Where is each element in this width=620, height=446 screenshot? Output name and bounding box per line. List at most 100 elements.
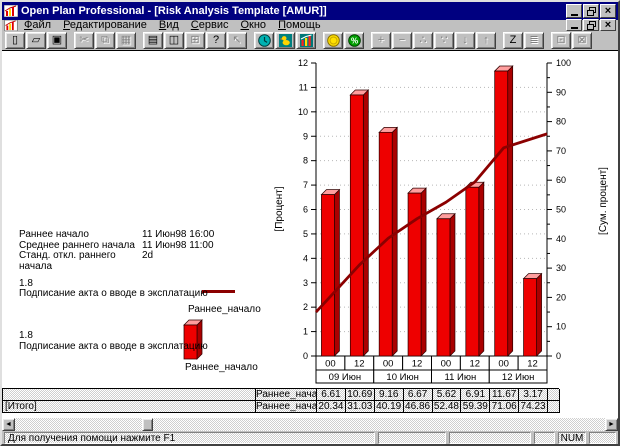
value-cell: 31.03 [345, 401, 375, 413]
notes-button: ≣ [524, 32, 544, 49]
paste-icon: ▦ [120, 34, 132, 46]
scroll-right-icon: ► [608, 421, 615, 428]
left-axis-tick-label: 5 [303, 229, 308, 239]
menu-item-сервис[interactable]: Сервис [190, 19, 229, 31]
left-axis-tick-label: 12 [298, 58, 308, 68]
link-button: ∴ [413, 32, 433, 49]
right-axis-tick-label: 30 [556, 263, 566, 273]
print-icon: ▤ [147, 34, 159, 46]
zoom-button[interactable]: Z [503, 32, 523, 49]
save-icon: ▣ [51, 34, 63, 46]
bar-1 [349, 94, 364, 357]
zoom-icon: Z [509, 34, 517, 46]
stat-row: Раннее начало 11 Июн98 16:00 [19, 229, 215, 241]
right-axis-tick-label: 100 [556, 58, 571, 68]
right-axis-tick-label: 90 [556, 87, 566, 97]
stat-label: Станд. откл. раннего начала [19, 250, 116, 272]
document-icon [4, 20, 18, 31]
risk-analysis-button[interactable] [296, 32, 316, 49]
value-cell: 71.06 [490, 401, 520, 413]
menu-item-окно[interactable]: Окно [240, 19, 267, 31]
mdi-minimize-button[interactable] [566, 19, 582, 31]
right-axis: 0 10 20 30 40 50 60 70 80 90 100 [Сум. процент] [546, 58, 609, 361]
resource-analysis-button[interactable] [275, 32, 295, 49]
status-panel-2 [449, 432, 531, 444]
right-axis-tick-label: 80 [556, 117, 566, 127]
status-panel-1 [378, 432, 446, 444]
scroll-right-button[interactable]: ► [605, 418, 618, 431]
cut-button: ✂ [74, 32, 94, 49]
left-axis-tick-label: 7 [303, 180, 308, 190]
close-button[interactable]: × [600, 4, 616, 18]
cost-analysis-button[interactable] [323, 32, 343, 49]
menu-item-помощь[interactable]: Помощь [278, 19, 321, 31]
spreadsheet-button: ⊞ [185, 32, 205, 49]
print-preview-button[interactable]: ◫ [164, 32, 184, 49]
legend-swatches [183, 290, 235, 360]
resource-analysis-icon [278, 34, 292, 47]
legend-1-series: Раннее_начало [188, 304, 261, 315]
help-button[interactable]: ? [206, 32, 226, 49]
bar-side-1 [362, 89, 369, 357]
right-axis-tick-label: 20 [556, 292, 566, 302]
copy-icon: ⧉ [101, 34, 109, 46]
cumulative-line [314, 132, 548, 314]
scrollbar-thumb[interactable] [142, 418, 153, 431]
scroll-left-button[interactable]: ◄ [2, 418, 15, 431]
menu-item-вид[interactable]: Вид [158, 19, 179, 31]
menu-bar: Файл Редактирование Вид Сервис Окно Помощь × [2, 19, 618, 31]
cumulative-percent-line [314, 132, 548, 314]
open-button[interactable]: ▱ [26, 32, 46, 49]
print-button[interactable]: ▤ [143, 32, 163, 49]
cascade-windows-button: ⊠ [572, 32, 592, 49]
toolbar: ▯ ▱ ▣ ✂ ⧉ ▦ ▤ ◫ ⊞? ↖% + − ∴ ∵ ↓ ↑ Z ≣ ⊡ ⊠ [2, 31, 618, 51]
date-cell [488, 369, 548, 384]
new-button[interactable]: ▯ [5, 32, 25, 49]
right-axis-tick-label: 40 [556, 234, 566, 244]
bar-side-7 [536, 272, 542, 357]
percent-complete-button[interactable]: % [344, 32, 364, 49]
help-icon: ? [212, 34, 220, 46]
values-table: Раннее_начало6.6110.699.166.675.626.9111… [2, 388, 560, 413]
value-cell: 11.67 [490, 389, 520, 401]
mdi-restore-button[interactable] [583, 19, 599, 31]
row-group-cell [3, 389, 256, 401]
risk-histogram-chart: 0123456789101112[Процент]010203040506070… [183, 58, 609, 384]
value-cell: 52.48 [432, 401, 462, 413]
value-cell: 40.19 [374, 401, 404, 413]
mdi-restore-icon [586, 20, 596, 30]
right-axis-tick-label: 70 [556, 146, 566, 156]
print-preview-icon: ◫ [168, 34, 180, 46]
mdi-close-icon: × [604, 19, 612, 31]
status-message: Для получения помощи нажмите F1 [4, 432, 375, 444]
stat-row: Среднее раннего начала 11 Июн98 11:00 [19, 240, 214, 252]
status-panel-4 [589, 432, 616, 444]
right-axis-title: [Сум. процент] [598, 167, 609, 235]
left-axis-tick-label: 2 [303, 302, 308, 312]
restore-button[interactable] [583, 4, 599, 18]
bar-2 [378, 131, 393, 357]
stat-value: 11 Июн98 16:00 [142, 229, 215, 240]
save-button[interactable]: ▣ [47, 32, 67, 49]
menu-item-файл[interactable]: Файл [24, 19, 52, 31]
value-cell [548, 389, 560, 401]
bar-6 [494, 70, 509, 357]
chart-view: 0 1 2 3 4 5 6 7 8 9 10 11 12 [Процент] 0 10 20 30 40 50 60 70… [2, 51, 618, 418]
value-cell: 6.91 [461, 389, 491, 401]
left-axis-tick-label: 1 [303, 327, 308, 337]
minimize-button[interactable] [566, 4, 582, 18]
time-analysis-button[interactable] [254, 32, 274, 49]
horizontal-scrollbar[interactable]: ◄ ► [2, 418, 618, 431]
menu-item-редактирование[interactable]: Редактирование [63, 19, 147, 31]
mdi-close-button[interactable]: × [600, 19, 616, 31]
restore-icon [586, 6, 596, 16]
close-icon: × [604, 5, 612, 17]
scrollbar-track[interactable] [15, 418, 605, 431]
context-help-icon: ↖ [232, 34, 242, 46]
remove-button: − [392, 32, 412, 49]
hour-label: 00 [325, 359, 336, 370]
right-axis-tick-label: 0 [556, 351, 561, 361]
left-axis-tick-label: 4 [303, 253, 308, 263]
legend-line-swatch [202, 290, 235, 293]
